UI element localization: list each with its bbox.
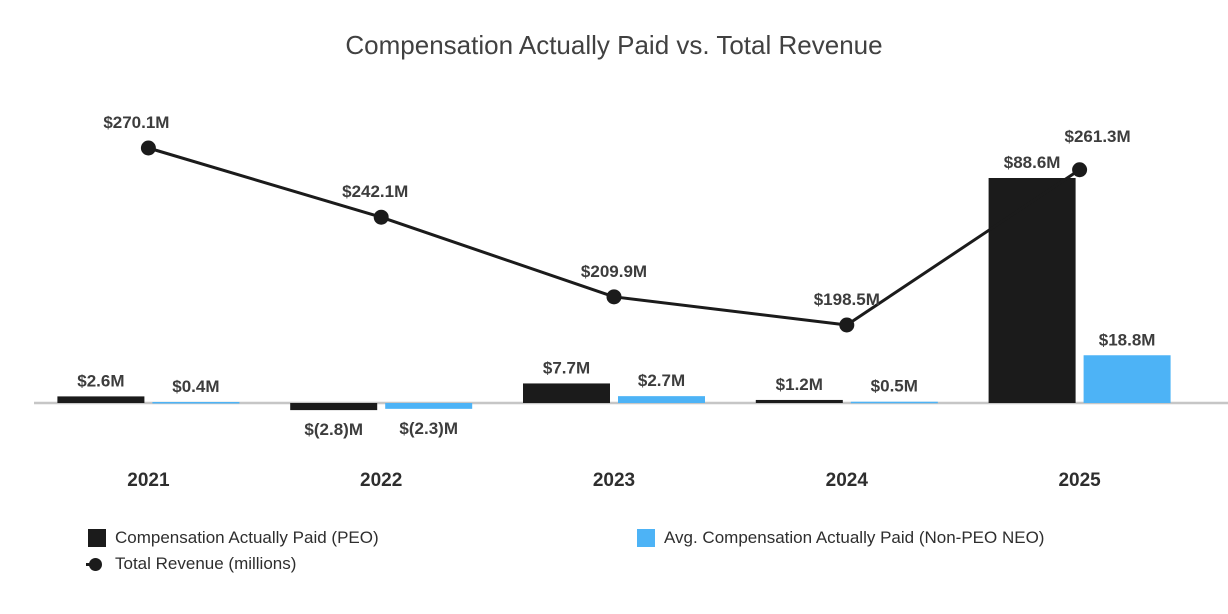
category-label-2024: 2024 [826, 470, 869, 491]
revenue-point-2023 [606, 289, 622, 305]
neo-bar-2022 [385, 403, 473, 409]
bar-value-label: $0.5M [871, 377, 918, 396]
category-label-2021: 2021 [127, 470, 170, 491]
revenue-value-label: $261.3M [1065, 127, 1131, 146]
chart-title: Compensation Actually Paid vs. Total Rev… [345, 30, 883, 60]
category-label-2023: 2023 [593, 470, 635, 491]
neo-swatch-icon [637, 529, 655, 547]
neo-bar-2025 [1083, 355, 1171, 403]
revenue-line-marker-icon [86, 556, 106, 572]
revenue-marker-dot [89, 557, 102, 571]
revenue-point-2024 [839, 317, 855, 333]
chart-plot-area: $2.6M $(2.8)M $7.7M $1.2M $88.6M $0.4M $(2.3)M… [34, 113, 1228, 491]
category-label-2025: 2025 [1058, 470, 1101, 491]
legend-item-peo: Compensation Actually Paid (PEO) [88, 527, 379, 549]
revenue-value-label: $209.9M [581, 262, 647, 281]
revenue-point-2021 [140, 140, 156, 156]
legend-label-peo: Compensation Actually Paid (PEO) [115, 528, 379, 547]
revenue-value-label: $270.1M [103, 113, 169, 132]
peo-swatch-icon [88, 529, 106, 547]
neo-bar-2021 [152, 401, 240, 404]
peo-bar-2024 [755, 399, 843, 403]
bar-value-label: $2.6M [77, 371, 124, 390]
neo-bar-2024 [850, 401, 938, 404]
peo-bar-2023 [523, 383, 610, 403]
legend-item-revenue: Total Revenue (millions) [86, 553, 296, 575]
bar-value-label: $88.6M [1004, 153, 1061, 172]
peo-bar-2022 [290, 403, 378, 411]
bar-value-label: $18.8M [1099, 330, 1156, 349]
neo-bar-2023 [618, 396, 705, 403]
bar-value-label: $7.7M [543, 358, 590, 377]
category-label-2022: 2022 [360, 470, 402, 491]
legend-item-neo: Avg. Compensation Actually Paid (Non-PEO… [637, 527, 1044, 549]
bar-value-label: $1.2M [776, 375, 823, 394]
bar-value-label: $(2.3)M [399, 419, 458, 438]
legend-label-revenue: Total Revenue (millions) [115, 554, 297, 573]
peo-bar-2021 [57, 396, 145, 403]
revenue-value-label: $242.1M [342, 182, 408, 201]
revenue-point-2022 [373, 209, 389, 225]
revenue-value-label: $198.5M [814, 290, 880, 309]
bar-value-label: $(2.8)M [304, 420, 363, 439]
legend-label-neo: Avg. Compensation Actually Paid (Non-PEO… [664, 528, 1045, 547]
bar-value-label: $0.4M [172, 377, 219, 396]
legend: Compensation Actually Paid (PEO) Avg. Co… [0, 523, 1228, 593]
bar-value-label: $2.7M [638, 371, 685, 390]
peo-bar-2025 [988, 178, 1076, 403]
revenue-point-2025 [1072, 162, 1088, 178]
